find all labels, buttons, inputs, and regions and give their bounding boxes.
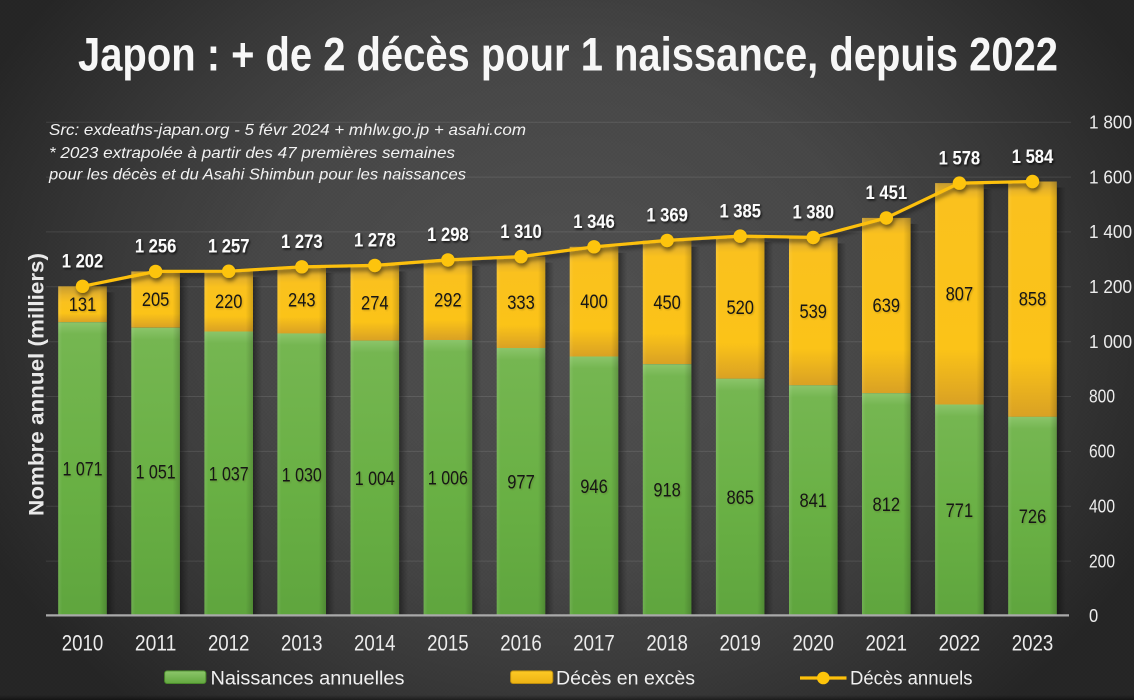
svg-text:2019: 2019 bbox=[719, 631, 761, 656]
svg-text:2022: 2022 bbox=[939, 631, 981, 656]
svg-text:1 310: 1 310 bbox=[500, 222, 542, 243]
svg-text:pour les décès et du Asahi Shi: pour les décès et du Asahi Shimbun pour … bbox=[48, 166, 466, 183]
svg-text:1 600: 1 600 bbox=[1089, 167, 1132, 187]
svg-text:858: 858 bbox=[1019, 290, 1047, 311]
svg-text:977: 977 bbox=[507, 473, 535, 494]
svg-text:2013: 2013 bbox=[281, 631, 323, 656]
svg-text:918: 918 bbox=[653, 481, 681, 502]
svg-text:1 346: 1 346 bbox=[573, 212, 615, 233]
svg-text:Naissances annuelles: Naissances annuelles bbox=[211, 667, 405, 689]
svg-text:0: 0 bbox=[1089, 606, 1098, 626]
svg-text:2017: 2017 bbox=[573, 631, 615, 656]
svg-text:1 800: 1 800 bbox=[1089, 112, 1132, 132]
svg-text:520: 520 bbox=[726, 298, 754, 319]
svg-text:274: 274 bbox=[361, 294, 389, 315]
svg-text:400: 400 bbox=[580, 292, 608, 313]
svg-text:* 2023 extrapolée à partir des: * 2023 extrapolée à partir des 47 premiè… bbox=[49, 145, 455, 162]
svg-text:1 451: 1 451 bbox=[866, 183, 908, 204]
svg-text:807: 807 bbox=[946, 284, 974, 305]
svg-text:726: 726 bbox=[1019, 507, 1047, 528]
svg-text:1 004: 1 004 bbox=[355, 469, 395, 490]
svg-text:2014: 2014 bbox=[354, 631, 396, 656]
svg-text:1 006: 1 006 bbox=[428, 469, 468, 490]
svg-text:1 051: 1 051 bbox=[136, 462, 176, 483]
svg-text:2020: 2020 bbox=[792, 631, 834, 656]
svg-text:2015: 2015 bbox=[427, 631, 469, 656]
svg-text:1 030: 1 030 bbox=[282, 465, 322, 486]
svg-text:800: 800 bbox=[1089, 387, 1115, 407]
svg-text:2016: 2016 bbox=[500, 631, 542, 656]
svg-text:1 273: 1 273 bbox=[281, 232, 323, 253]
svg-text:2018: 2018 bbox=[646, 631, 688, 656]
svg-text:1 071: 1 071 bbox=[63, 460, 103, 481]
svg-text:1 369: 1 369 bbox=[646, 206, 688, 227]
svg-text:1 584: 1 584 bbox=[1012, 147, 1054, 168]
svg-text:1 200: 1 200 bbox=[1089, 277, 1132, 297]
svg-text:1 400: 1 400 bbox=[1089, 222, 1132, 242]
svg-text:1 037: 1 037 bbox=[209, 464, 249, 485]
svg-text:450: 450 bbox=[653, 293, 681, 314]
svg-text:1 202: 1 202 bbox=[62, 252, 104, 273]
svg-text:333: 333 bbox=[507, 293, 535, 314]
svg-text:2011: 2011 bbox=[135, 631, 177, 656]
svg-text:131: 131 bbox=[69, 295, 97, 316]
svg-text:2023: 2023 bbox=[1012, 631, 1054, 656]
svg-text:771: 771 bbox=[946, 501, 974, 522]
svg-text:1 298: 1 298 bbox=[427, 225, 469, 246]
svg-text:Japon : + de 2 décès pour 1 na: Japon : + de 2 décès pour 1 naissance, d… bbox=[78, 28, 1058, 81]
svg-text:220: 220 bbox=[215, 292, 243, 313]
svg-text:539: 539 bbox=[799, 302, 827, 323]
svg-text:1 385: 1 385 bbox=[719, 201, 761, 222]
svg-text:865: 865 bbox=[726, 488, 754, 509]
svg-text:639: 639 bbox=[873, 296, 901, 317]
svg-text:243: 243 bbox=[288, 291, 316, 312]
svg-text:812: 812 bbox=[873, 495, 901, 516]
svg-text:946: 946 bbox=[580, 477, 608, 498]
svg-text:1 380: 1 380 bbox=[792, 203, 834, 224]
svg-text:841: 841 bbox=[799, 491, 827, 512]
svg-text:600: 600 bbox=[1089, 442, 1115, 462]
svg-text:2012: 2012 bbox=[208, 631, 250, 656]
svg-text:1 000: 1 000 bbox=[1089, 332, 1132, 352]
svg-text:1 578: 1 578 bbox=[939, 148, 981, 169]
svg-text:1 278: 1 278 bbox=[354, 231, 396, 252]
svg-text:292: 292 bbox=[434, 291, 462, 312]
svg-text:Décès annuels: Décès annuels bbox=[850, 667, 973, 689]
svg-text:205: 205 bbox=[142, 290, 170, 311]
svg-text:1 256: 1 256 bbox=[135, 237, 177, 258]
svg-text:Nombre annuel (milliers): Nombre annuel (milliers) bbox=[26, 253, 49, 516]
svg-text:2010: 2010 bbox=[62, 631, 104, 656]
svg-text:200: 200 bbox=[1089, 551, 1115, 571]
svg-text:Décès en excès: Décès en excès bbox=[556, 667, 695, 689]
svg-text:400: 400 bbox=[1089, 497, 1115, 517]
svg-text:1 257: 1 257 bbox=[208, 237, 250, 258]
svg-text:2021: 2021 bbox=[866, 631, 908, 656]
svg-text:Src: exdeaths-japan.org - 5 fé: Src: exdeaths-japan.org - 5 févr 2024 + … bbox=[49, 122, 526, 139]
